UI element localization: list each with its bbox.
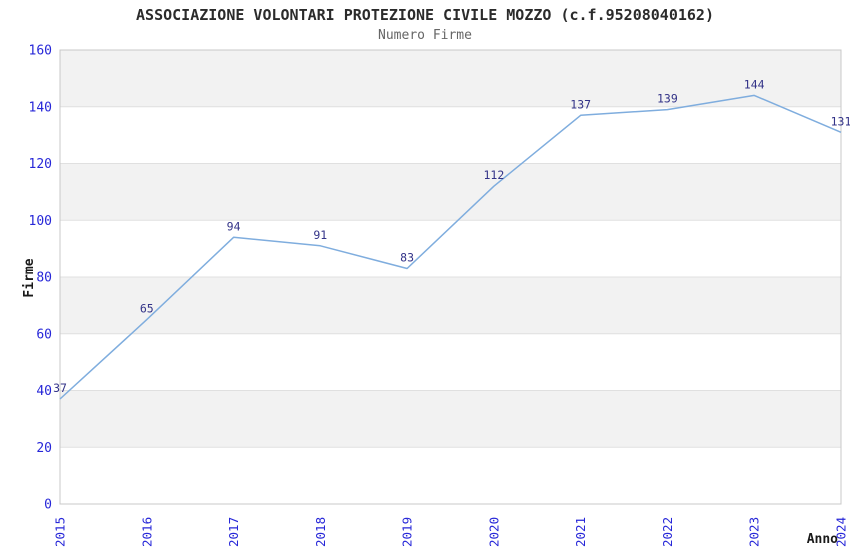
plot-band xyxy=(60,447,841,504)
y-tick-label: 120 xyxy=(29,157,52,172)
x-tick-label: 2023 xyxy=(747,517,762,547)
plot-band xyxy=(60,163,841,221)
x-tick-label: 2022 xyxy=(660,517,675,547)
y-tick-label: 40 xyxy=(36,384,52,399)
plot-band xyxy=(60,390,841,448)
y-tick-label: 0 xyxy=(44,498,52,513)
data-point-label: 65 xyxy=(140,302,154,316)
y-tick-label: 160 xyxy=(29,44,52,59)
data-point-label: 131 xyxy=(831,114,850,128)
series-line xyxy=(59,94,842,400)
plot-band xyxy=(60,50,841,107)
plot-band xyxy=(60,333,841,391)
chart-title: ASSOCIAZIONE VOLONTARI PROTEZIONE CIVILE… xyxy=(136,6,714,24)
data-point-label: 83 xyxy=(400,251,414,265)
plot-band xyxy=(60,106,841,164)
x-tick-label: 2017 xyxy=(226,517,241,547)
x-axis-title: Anno xyxy=(806,532,838,547)
y-tick-label: 80 xyxy=(36,271,52,286)
chart-subtitle: Numero Firme xyxy=(378,28,472,43)
x-tick-label: 2024 xyxy=(834,517,849,547)
data-point-label: 94 xyxy=(227,219,241,233)
plot-band xyxy=(60,220,841,277)
data-point-label: 139 xyxy=(657,92,678,106)
y-tick-label: 20 xyxy=(36,441,52,456)
x-tick-label: 2015 xyxy=(53,517,68,547)
plot-band xyxy=(60,277,841,334)
y-tick-label: 140 xyxy=(29,100,52,115)
y-tick-label: 100 xyxy=(29,214,52,229)
data-point-label: 91 xyxy=(313,228,327,242)
x-tick-label: 2021 xyxy=(573,517,588,547)
data-point-label: 37 xyxy=(53,381,67,395)
plot-border xyxy=(59,49,842,505)
x-tick-label: 2018 xyxy=(313,517,328,547)
x-tick-label: 2019 xyxy=(400,517,415,547)
data-point-label: 144 xyxy=(744,77,765,91)
data-point-label: 112 xyxy=(484,168,505,182)
x-tick-label: 2016 xyxy=(139,517,154,547)
data-point-label: 137 xyxy=(570,97,591,111)
x-tick-label: 2020 xyxy=(486,517,501,547)
y-axis-title: Firme xyxy=(22,258,37,298)
y-tick-label: 60 xyxy=(36,327,52,342)
